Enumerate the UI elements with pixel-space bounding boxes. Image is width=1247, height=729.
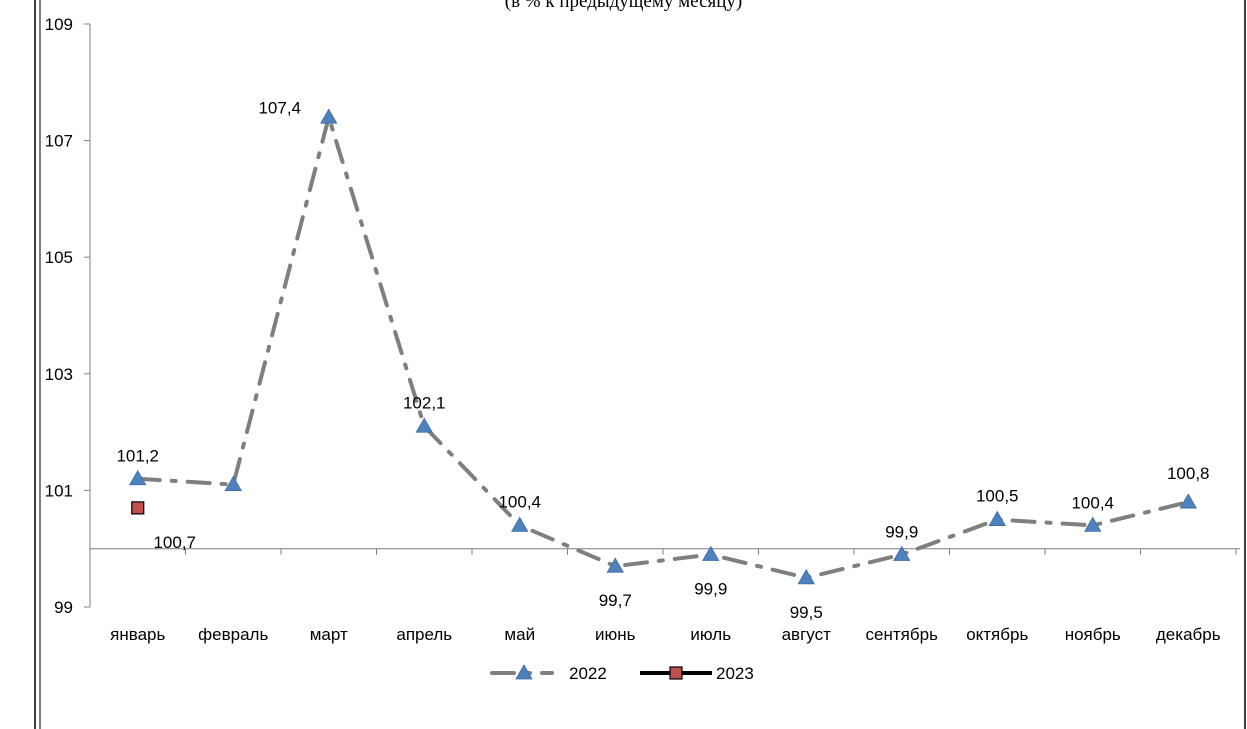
data-point-2022: [702, 545, 720, 561]
x-tick-label: сентябрь: [866, 625, 939, 644]
data-point-2022: [1179, 493, 1197, 509]
data-label: 100,4: [498, 492, 541, 511]
data-label: 100,7: [153, 533, 196, 552]
data-label: 99,7: [599, 591, 632, 610]
x-tick-label: август: [782, 625, 831, 644]
legend-marker-2022: [515, 664, 533, 680]
data-label: 99,9: [885, 523, 918, 542]
legend-marker-2023: [669, 666, 683, 680]
x-tick-label: январь: [110, 625, 165, 644]
x-tick-label: февраль: [198, 625, 268, 644]
data-point-2022: [988, 510, 1006, 526]
data-point-2022: [415, 417, 433, 433]
y-tick-label: 101: [45, 481, 73, 500]
data-label: 100,5: [976, 487, 1019, 506]
data-label: 101,2: [116, 447, 159, 466]
data-point-2022: [320, 108, 338, 124]
y-tick-label: 105: [45, 248, 73, 267]
y-tick-label: 109: [45, 15, 73, 34]
data-label: 102,1: [403, 393, 446, 412]
y-tick-label: 99: [54, 598, 73, 617]
y-tick-label: 103: [45, 365, 73, 384]
data-point-2022: [129, 469, 147, 486]
legend-label-2022: 2022: [569, 664, 607, 683]
data-label: 99,9: [694, 580, 727, 599]
legend-label-2023: 2023: [716, 664, 754, 683]
series-markers: [129, 108, 1197, 585]
x-tick-label: октябрь: [966, 625, 1028, 644]
data-label: 100,8: [1167, 464, 1210, 483]
data-point-2022: [893, 545, 911, 561]
data-point-2022: [1084, 516, 1102, 532]
chart-subtitle: (в % к предыдущему месяцу): [504, 0, 743, 12]
data-point-2022: [797, 569, 815, 585]
x-tick-label: декабрь: [1156, 625, 1221, 644]
data-point-2022: [606, 557, 624, 573]
series-line-2022: [135, 115, 1191, 580]
data-label: 107,4: [258, 98, 301, 117]
x-tick-label: июнь: [595, 625, 636, 644]
x-tick-label: март: [310, 625, 348, 644]
x-tick-label: апрель: [396, 625, 452, 644]
axes: 99 101 103 105 107 109 январь февраль март апрель…: [45, 15, 1240, 644]
x-tick-label: июль: [690, 625, 731, 644]
x-tick-label: ноябрь: [1065, 625, 1121, 644]
data-labels: 101,2 107,4 102,1 100,4 99,7 99,9 99,5 99,9 100,…: [116, 98, 1209, 622]
data-point-2023: [131, 501, 145, 515]
data-label: 100,4: [1071, 493, 1114, 512]
x-tick-label: май: [504, 625, 535, 644]
y-tick-label: 107: [45, 132, 73, 151]
legend: 2022 2023: [490, 664, 754, 683]
series-lines: [135, 115, 1191, 580]
data-label: 99,5: [790, 603, 823, 622]
data-point-2022: [224, 475, 242, 491]
data-point-2022: [511, 516, 529, 532]
